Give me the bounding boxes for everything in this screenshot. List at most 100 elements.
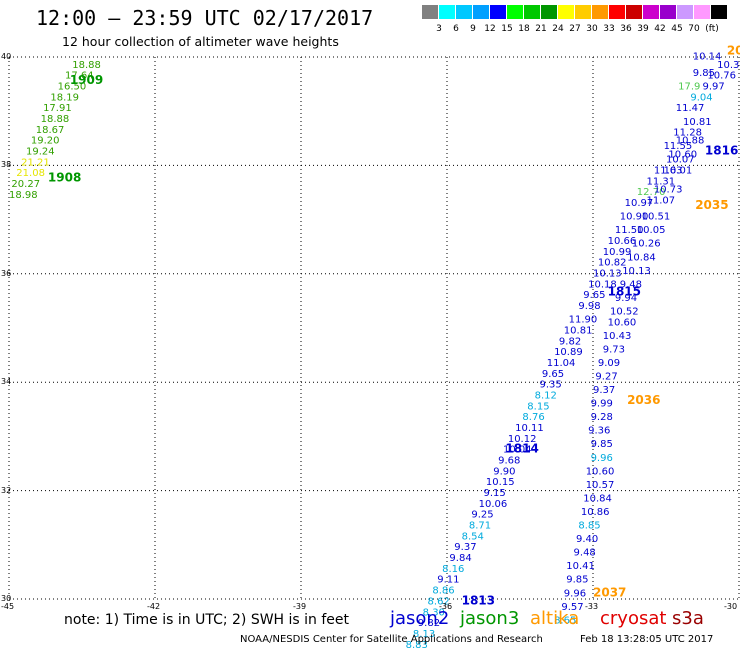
legend-swatch <box>439 5 455 19</box>
latitude-tick-label: 30 <box>1 594 12 603</box>
wave-height-value: 18.88 <box>41 114 70 125</box>
legend-label: 15 <box>501 24 513 34</box>
wave-height-value: 10.99 <box>603 247 632 258</box>
wave-height-value: 9.36 <box>588 426 610 437</box>
wave-height-value: 10.12 <box>508 434 537 445</box>
legend-label: 24 <box>552 24 564 34</box>
wave-height-value: 17.9 <box>678 82 700 93</box>
wave-height-value: 9.37 <box>593 385 615 396</box>
latitude-tick-label: 36 <box>1 268 12 278</box>
chart-title: 12:00 — 23:59 UTC 02/17/2017 <box>36 6 374 30</box>
wave-height-value: 10.04 <box>503 445 532 456</box>
latitude-tick-label: 32 <box>1 485 12 495</box>
wave-height-value: 10.43 <box>603 331 632 342</box>
satellite-label-altika: altika <box>530 608 580 629</box>
pass-number-label: 1813 <box>462 593 495 607</box>
wave-height-value: 10.60 <box>608 317 637 328</box>
wave-height-value: 10.13 <box>622 266 651 277</box>
wave-height-value: 11.90 <box>569 315 598 326</box>
note-text: note: 1) Time is in UTC; 2) SWH is in fe… <box>64 612 350 628</box>
legend-swatch <box>660 5 676 19</box>
wave-height-value: 18.67 <box>36 125 65 136</box>
wave-height-value: 20.27 <box>11 179 40 190</box>
legend-swatch <box>541 5 557 19</box>
legend-swatch <box>490 5 506 19</box>
satellite-label-s3a: s3a <box>672 608 704 629</box>
legend-label: 21 <box>535 24 547 34</box>
chart-subtitle: 12 hour collection of altimeter wave hei… <box>62 34 339 49</box>
wave-height-value: 21.21 <box>21 157 50 168</box>
wave-height-value: 8.54 <box>462 531 484 542</box>
pass-number-label: 2037 <box>593 585 626 599</box>
wave-height-value: 10.15 <box>486 477 515 488</box>
wave-height-value: 9.15 <box>484 488 506 499</box>
wave-height-value: 8.83 <box>406 640 428 650</box>
wave-height-value: 10.73 <box>654 185 683 196</box>
wave-height-value: 19.20 <box>31 136 60 147</box>
legend-swatch <box>422 5 438 19</box>
wave-height-value: 10.26 <box>632 239 661 250</box>
wave-height-value: 17.91 <box>43 103 72 114</box>
wave-height-value: 10.07 <box>666 155 695 166</box>
wave-height-value: 10.60 <box>668 149 697 160</box>
wave-height-value: 9.09 <box>598 358 620 369</box>
wave-height-value: 11.28 <box>673 128 702 139</box>
wave-height-value: 11.55 <box>664 141 693 152</box>
wave-height-value: 9.27 <box>595 371 617 382</box>
wave-height-value: 9.84 <box>449 553 471 564</box>
wave-height-value: 10.90 <box>620 212 649 223</box>
wave-height-value: 10.76 <box>707 71 736 82</box>
wave-height-value: 8.16 <box>442 564 464 575</box>
wave-height-value: 9.82 <box>418 618 440 629</box>
legend-label: 36 <box>620 24 632 34</box>
legend-label: 33 <box>603 24 615 34</box>
longitude-tick-label: -42 <box>147 602 161 611</box>
wave-height-value: 9.65 <box>583 290 605 301</box>
wave-height-value: 10.81 <box>564 325 593 336</box>
wave-height-value: 9.28 <box>591 412 613 423</box>
latitude-tick-label: 40 <box>1 52 12 61</box>
wave-height-value: 18.88 <box>72 60 101 71</box>
longitude-tick-label: -39 <box>293 602 307 611</box>
wave-height-value: 10.13 <box>593 269 622 280</box>
legend-label: 30 <box>586 24 598 34</box>
longitude-tick-label: -33 <box>585 602 599 611</box>
legend-label: 9 <box>470 24 476 34</box>
wave-height-value: 12.70 <box>637 187 666 198</box>
wave-height-value: 10.11 <box>515 423 544 434</box>
wave-height-value: 10.89 <box>554 347 583 358</box>
legend-swatch <box>456 5 472 19</box>
wave-height-value: 9.99 <box>591 399 613 410</box>
wave-height-value: 9.37 <box>454 542 476 553</box>
wave-height-value: 10.05 <box>637 225 666 236</box>
wave-height-value: 10.88 <box>676 136 705 147</box>
wave-height-value: 8.65 <box>554 615 576 626</box>
wave-height-value: 9.35 <box>539 380 561 391</box>
wave-height-value: 8.15 <box>527 401 549 412</box>
wave-height-value: 9.48 <box>620 279 642 290</box>
wave-height-value: 9.25 <box>471 510 493 521</box>
legend-swatch <box>507 5 523 19</box>
pass-number-label: 1909 <box>70 73 103 87</box>
latitude-tick-label: 34 <box>1 377 12 387</box>
legend-unit: (ft) <box>705 24 719 34</box>
wave-height-value: 10.82 <box>598 258 627 269</box>
satellite-label-jason2: jason2 <box>390 608 450 629</box>
wave-height-value: 18.98 <box>9 190 38 201</box>
wave-height-value: 11.07 <box>647 195 676 206</box>
wave-height-value: 10.41 <box>566 561 595 572</box>
wave-height-value: 10.51 <box>642 212 671 223</box>
wave-height-value: 19.24 <box>26 147 55 158</box>
wave-height-value: 8.30 <box>423 607 445 618</box>
wave-height-value: 9.48 <box>574 548 596 559</box>
wave-height-value: 9.11 <box>437 575 459 586</box>
wave-height-value: 10.52 <box>610 306 639 317</box>
wave-height-value: 10.36 <box>717 60 740 71</box>
generation-timestamp: Feb 18 13:28:05 UTC 2017 <box>580 634 714 645</box>
wave-height-value: 9.96 <box>564 588 586 599</box>
longitude-tick-label: -45 <box>1 602 15 611</box>
legend-swatch <box>524 5 540 19</box>
wave-height-value: 8.62 <box>428 596 450 607</box>
wave-height-value: 10.97 <box>625 198 654 209</box>
wave-height-value: 9.68 <box>498 456 520 467</box>
